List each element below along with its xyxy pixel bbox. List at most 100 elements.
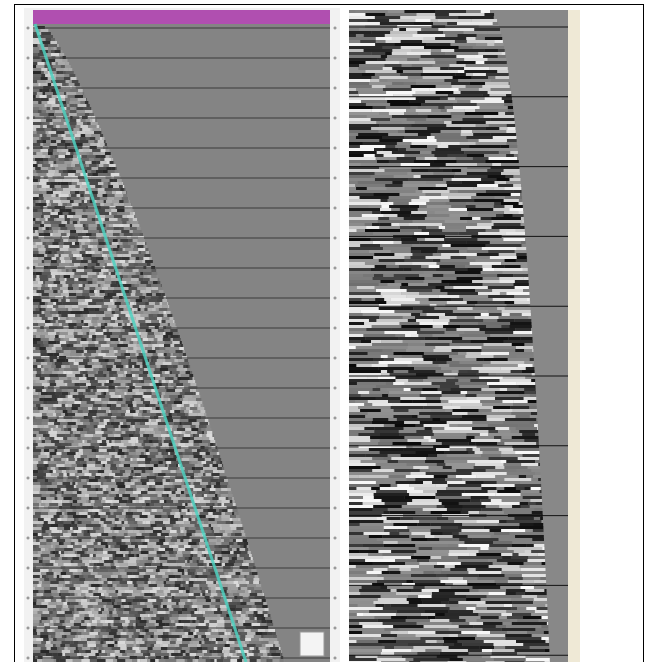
trace-segment <box>104 200 106 203</box>
trace-segment <box>197 599 206 602</box>
trace-segment <box>78 410 83 413</box>
trace-segment <box>68 398 75 401</box>
trace-segment <box>95 392 101 395</box>
trace-segment <box>214 458 218 461</box>
trace-segment <box>147 605 154 608</box>
trace-segment <box>119 203 125 206</box>
trace-segment <box>183 383 190 386</box>
trace-segment <box>85 521 91 524</box>
trace-segment <box>87 155 95 158</box>
trace-segment <box>99 272 103 275</box>
trace-segment <box>109 557 113 560</box>
trace-segment <box>140 323 147 326</box>
trace-segment <box>184 500 188 503</box>
trace-segment <box>229 542 234 545</box>
trace-segment <box>65 539 71 542</box>
trace-segment <box>133 341 137 344</box>
trace-segment <box>124 521 128 524</box>
trace-segment <box>121 461 129 464</box>
trace-segment <box>47 203 49 206</box>
trace-segment <box>171 353 173 356</box>
trace-segment <box>33 59 35 62</box>
trace-segment <box>198 605 203 608</box>
trace-segment <box>38 179 40 182</box>
trace-segment <box>61 65 65 68</box>
trace-segment <box>179 593 183 596</box>
trace-segment <box>87 200 90 203</box>
trace-segment <box>52 500 61 503</box>
trace-segment <box>97 281 105 284</box>
trace-segment <box>99 368 107 371</box>
trace-segment <box>79 611 88 614</box>
trace-segment <box>109 155 112 158</box>
trace-segment <box>118 560 124 563</box>
trace-segment <box>104 431 113 434</box>
trace-segment <box>202 494 204 497</box>
trace-segment <box>105 545 108 548</box>
trace-segment <box>57 527 64 530</box>
trace-segment <box>209 545 214 548</box>
trace-segment <box>158 281 160 284</box>
trace-segment <box>168 335 170 338</box>
trace-segment <box>164 593 167 596</box>
trace-segment <box>68 392 70 395</box>
trace-segment <box>95 332 103 335</box>
trace-segment <box>111 317 117 320</box>
trace-segment <box>200 545 206 548</box>
trace-segment <box>79 290 83 293</box>
trace-segment <box>40 278 48 281</box>
trace-segment <box>136 311 143 314</box>
trace-segment <box>61 293 65 296</box>
trace-segment <box>197 491 204 494</box>
trace-segment <box>148 599 157 602</box>
trace-segment <box>103 272 106 275</box>
trace-segment <box>113 239 118 242</box>
trace-segment <box>95 119 96 122</box>
trace-segment <box>49 449 54 452</box>
trace-segment <box>43 194 51 197</box>
trace-segment <box>116 341 119 344</box>
trace-segment <box>74 332 78 335</box>
trace-segment <box>186 371 191 374</box>
trace-segment <box>101 500 105 503</box>
trace-segment <box>233 569 239 572</box>
trace-segment <box>39 398 44 401</box>
trace-segment <box>74 224 83 227</box>
trace-segment <box>108 485 117 488</box>
trace-segment <box>111 158 113 161</box>
trace-segment <box>169 533 178 536</box>
trace-segment <box>127 392 136 395</box>
trace-segment <box>39 314 45 317</box>
trace-segment <box>135 551 141 554</box>
trace-segment <box>104 560 110 563</box>
trace-segment <box>36 242 43 245</box>
trace-segment <box>39 275 47 278</box>
trace-segment <box>187 560 189 563</box>
trace-segment <box>33 170 36 173</box>
trace-segment <box>159 290 164 293</box>
trace-segment <box>33 578 40 581</box>
trace-segment <box>62 407 67 410</box>
trace-segment <box>188 542 196 545</box>
trace-segment <box>103 482 112 485</box>
trace-segment <box>211 608 217 611</box>
trace-segment <box>33 239 41 242</box>
trace-segment <box>42 293 49 296</box>
trace-segment <box>222 560 228 563</box>
trace-segment <box>75 359 83 362</box>
trace-segment <box>150 437 158 440</box>
trace-segment <box>83 482 87 485</box>
trace-segment <box>89 221 96 224</box>
trace-segment <box>98 488 103 491</box>
trace-segment <box>115 221 123 224</box>
trace-segment <box>60 275 64 278</box>
trace-segment <box>75 398 79 401</box>
trace-segment <box>49 230 53 233</box>
trace-segment <box>242 569 251 572</box>
trace-segment <box>122 527 125 530</box>
trace-segment <box>139 572 145 575</box>
trace-segment <box>187 599 190 602</box>
trace-segment <box>149 317 157 320</box>
trace-segment <box>50 239 55 242</box>
trace-segment <box>217 563 222 566</box>
